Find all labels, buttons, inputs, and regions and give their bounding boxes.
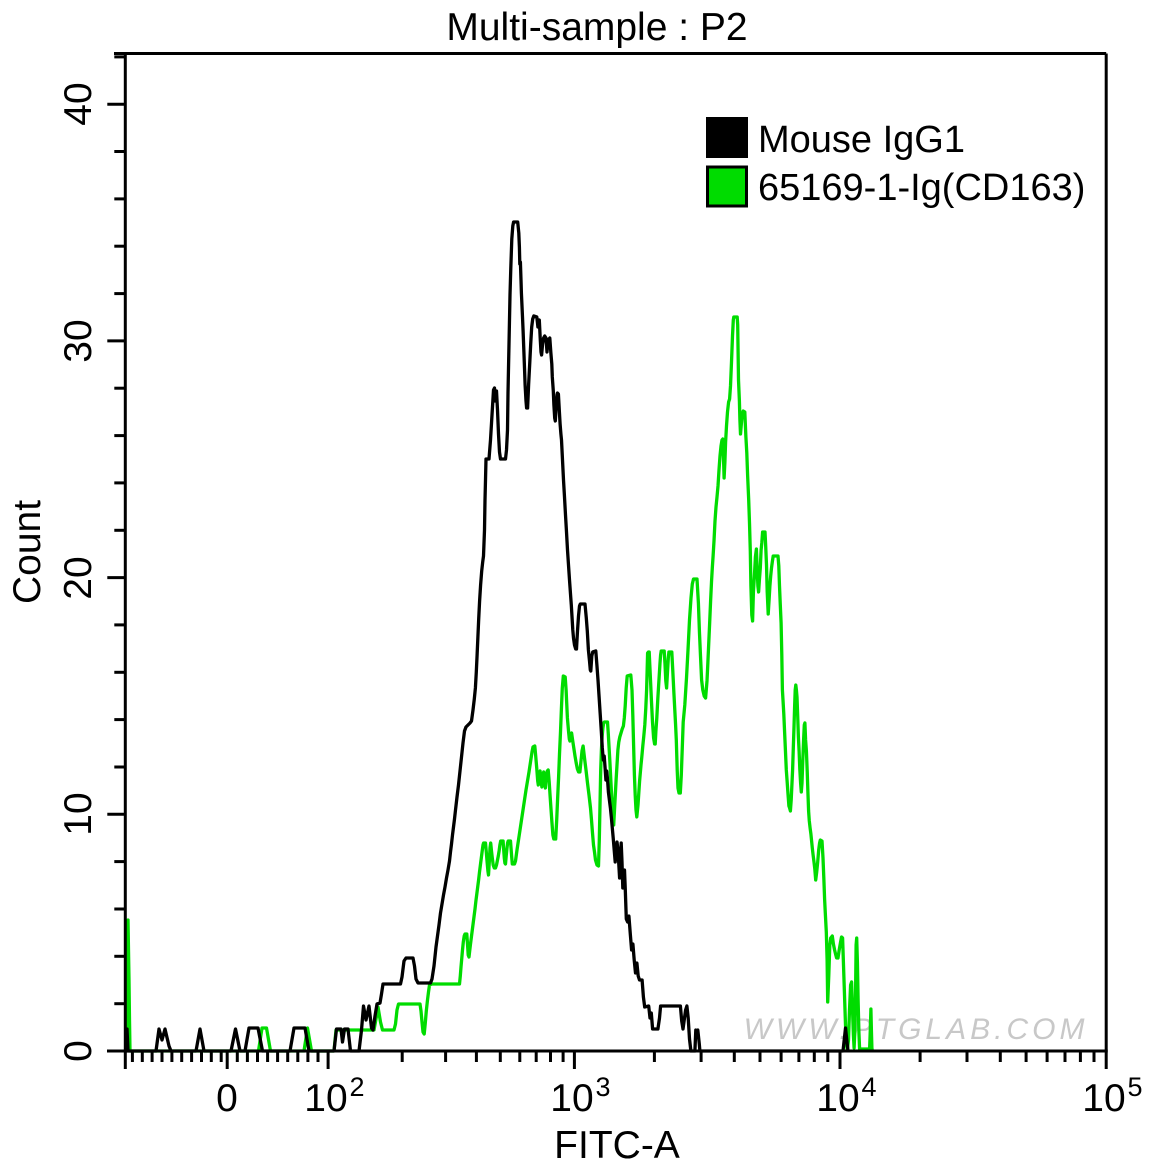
svg-text:65169-1-Ig(CD163): 65169-1-Ig(CD163) [758,167,1085,209]
svg-text:4: 4 [861,1072,876,1102]
svg-text:0: 0 [57,1040,100,1062]
svg-text:WWW.PTGLAB.COM: WWW.PTGLAB.COM [744,1013,1089,1046]
svg-text:20: 20 [57,556,100,599]
svg-text:2: 2 [349,1072,364,1102]
svg-text:10: 10 [57,792,100,835]
svg-text:FITC-A: FITC-A [554,1124,680,1167]
svg-text:30: 30 [57,319,100,362]
svg-text:Count: Count [6,500,49,604]
svg-text:Mouse IgG1: Mouse IgG1 [758,119,965,161]
svg-text:Multi-sample : P2: Multi-sample : P2 [446,6,747,49]
svg-text:10: 10 [1082,1077,1125,1120]
svg-text:5: 5 [1127,1072,1142,1102]
svg-text:0: 0 [216,1077,238,1120]
svg-text:10: 10 [550,1077,593,1120]
svg-text:3: 3 [595,1072,610,1102]
svg-text:10: 10 [304,1077,347,1120]
svg-text:10: 10 [816,1077,859,1120]
svg-text:40: 40 [57,82,100,125]
